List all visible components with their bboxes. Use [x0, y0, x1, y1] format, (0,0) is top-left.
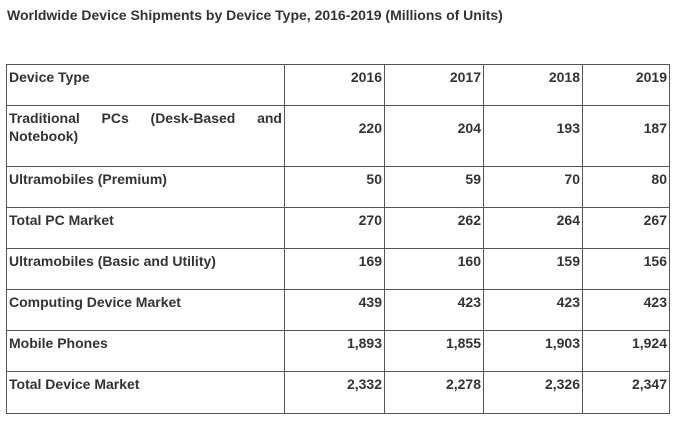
column-header-2018: 2018	[483, 64, 583, 106]
row-label: Traditional PCs (Desk-Based and Notebook…	[6, 105, 285, 167]
cell-value: 187	[582, 105, 670, 167]
row-label: Computing Device Market	[6, 289, 285, 331]
cell-value: 220	[284, 105, 385, 167]
cell-value: 193	[483, 105, 583, 167]
row-label: Total PC Market	[6, 207, 285, 249]
cell-value: 1,903	[483, 330, 583, 372]
row-label: Mobile Phones	[6, 330, 285, 372]
cell-value: 270	[284, 207, 385, 249]
column-header-2019: 2019	[582, 64, 670, 106]
row-label: Total Device Market	[6, 371, 285, 414]
cell-value: 2,332	[284, 371, 385, 414]
table-header-row: Device Type 2016 2017 2018 2019	[6, 64, 670, 106]
row-label: Ultramobiles (Premium)	[6, 166, 285, 208]
table-row: Total PC Market 270 262 264 267	[6, 207, 670, 249]
cell-value: 80	[582, 166, 670, 208]
cell-value: 50	[284, 166, 385, 208]
cell-value: 59	[384, 166, 484, 208]
cell-value: 2,326	[483, 371, 583, 414]
table-row: Mobile Phones 1,893 1,855 1,903 1,924	[6, 330, 670, 372]
column-header-2016: 2016	[284, 64, 385, 106]
cell-value: 1,924	[582, 330, 670, 372]
cell-value: 2,278	[384, 371, 484, 414]
cell-value: 262	[384, 207, 484, 249]
column-header-device-type: Device Type	[6, 64, 285, 106]
row-label: Ultramobiles (Basic and Utility)	[6, 248, 285, 290]
table-row: Ultramobiles (Premium) 50 59 70 80	[6, 166, 670, 208]
cell-value: 264	[483, 207, 583, 249]
cell-value: 1,893	[284, 330, 385, 372]
table-row: Traditional PCs (Desk-Based and Notebook…	[6, 105, 670, 167]
cell-value: 204	[384, 105, 484, 167]
cell-value: 439	[284, 289, 385, 331]
page-title: Worldwide Device Shipments by Device Typ…	[7, 7, 503, 23]
cell-value: 169	[284, 248, 385, 290]
cell-value: 156	[582, 248, 670, 290]
cell-value: 423	[582, 289, 670, 331]
cell-value: 423	[384, 289, 484, 331]
table-row: Total Device Market 2,332 2,278 2,326 2,…	[6, 371, 670, 414]
cell-value: 267	[582, 207, 670, 249]
cell-value: 2,347	[582, 371, 670, 414]
cell-value: 423	[483, 289, 583, 331]
table-row: Ultramobiles (Basic and Utility) 169 160…	[6, 248, 670, 290]
cell-value: 159	[483, 248, 583, 290]
cell-value: 160	[384, 248, 484, 290]
cell-value: 1,855	[384, 330, 484, 372]
shipments-table: Device Type 2016 2017 2018 2019 Traditio…	[6, 64, 670, 414]
column-header-2017: 2017	[384, 64, 484, 106]
cell-value: 70	[483, 166, 583, 208]
table-row: Computing Device Market 439 423 423 423	[6, 289, 670, 331]
